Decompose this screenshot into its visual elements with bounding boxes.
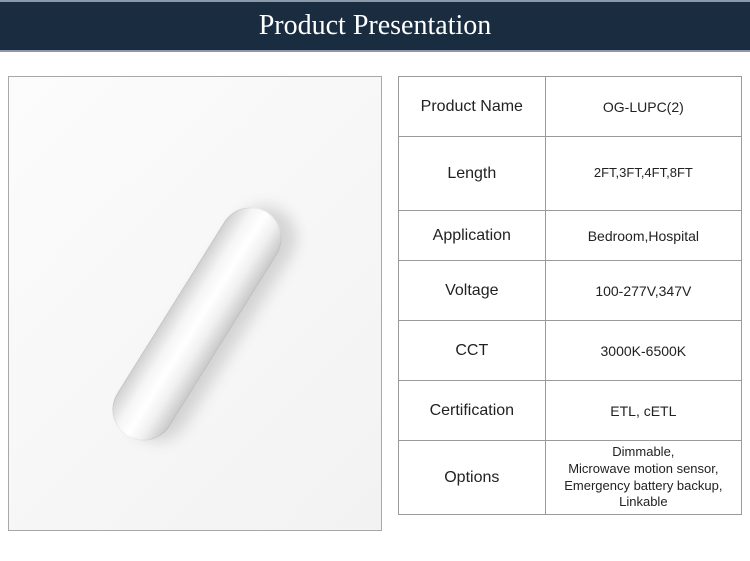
table-row: Certification ETL, cETL bbox=[398, 381, 741, 441]
specs-table: Product Name OG-LUPC(2) Length 2FT,3FT,4… bbox=[398, 76, 742, 515]
spec-label: Product Name bbox=[398, 77, 545, 137]
table-row: Length 2FT,3FT,4FT,8FT bbox=[398, 137, 741, 211]
spec-value: ETL, cETL bbox=[545, 381, 741, 441]
product-image bbox=[8, 76, 382, 531]
table-row: CCT 3000K-6500K bbox=[398, 321, 741, 381]
table-row: Voltage 100-277V,347V bbox=[398, 261, 741, 321]
spec-label: CCT bbox=[398, 321, 545, 381]
spec-value: OG-LUPC(2) bbox=[545, 77, 741, 137]
spec-value: 100-277V,347V bbox=[545, 261, 741, 321]
content-row: Product Name OG-LUPC(2) Length 2FT,3FT,4… bbox=[0, 52, 750, 539]
spec-value: 3000K-6500K bbox=[545, 321, 741, 381]
table-row: Application Bedroom,Hospital bbox=[398, 211, 741, 261]
table-row: Options Dimmable,Microwave motion sensor… bbox=[398, 441, 741, 515]
page-title: Product Presentation bbox=[259, 10, 492, 41]
table-row: Product Name OG-LUPC(2) bbox=[398, 77, 741, 137]
spec-value: Bedroom,Hospital bbox=[545, 211, 741, 261]
spec-label: Certification bbox=[398, 381, 545, 441]
spec-label: Length bbox=[398, 137, 545, 211]
spec-label: Options bbox=[398, 441, 545, 515]
spec-value: Dimmable,Microwave motion sensor,Emergen… bbox=[545, 441, 741, 515]
spec-label: Voltage bbox=[398, 261, 545, 321]
led-tube-graphic bbox=[101, 196, 293, 453]
spec-label: Application bbox=[398, 211, 545, 261]
spec-value: 2FT,3FT,4FT,8FT bbox=[545, 137, 741, 211]
page-header: Product Presentation bbox=[0, 0, 750, 52]
